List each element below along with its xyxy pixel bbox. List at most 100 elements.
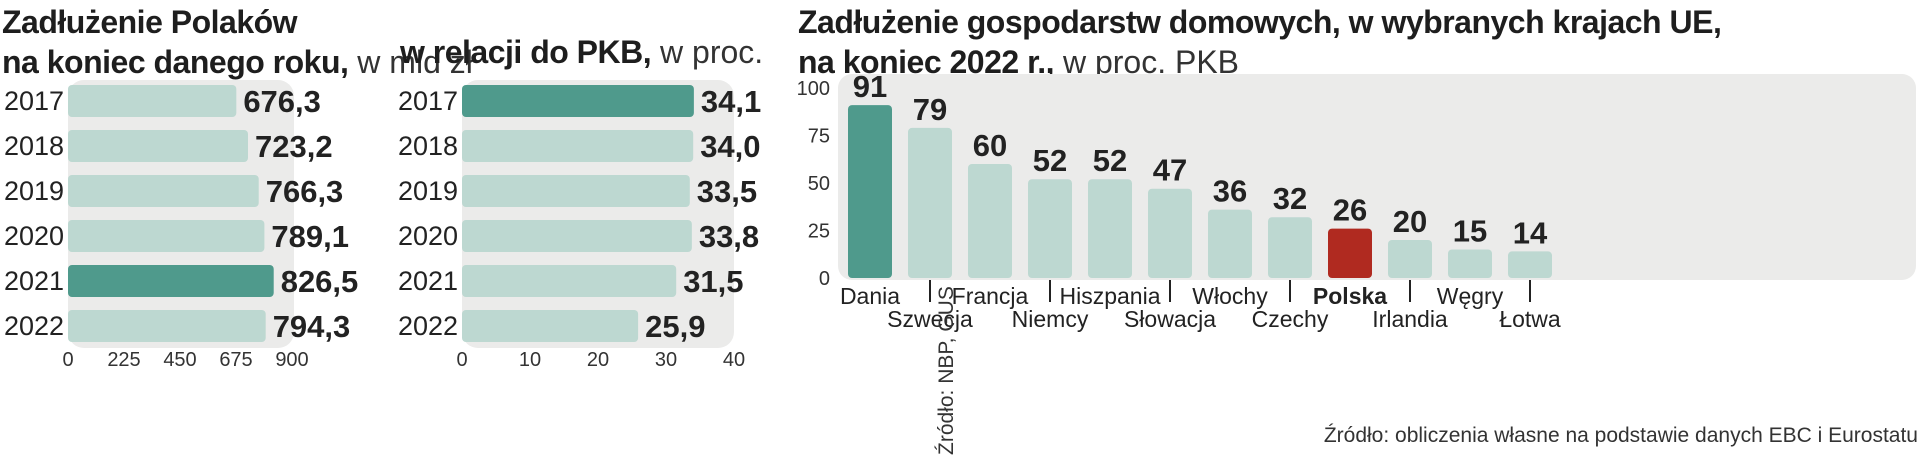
panel3-title-line1: Zadłużenie gospodarstw domowych, w wybra… xyxy=(798,4,1722,40)
bar-2017 xyxy=(68,85,237,117)
x-tick-0: 0 xyxy=(456,349,467,371)
bar-2020 xyxy=(462,220,692,252)
value-label-2019: 33,5 xyxy=(697,174,757,209)
value-label-2020: 789,1 xyxy=(271,219,349,254)
bar-Węgry xyxy=(1448,249,1492,278)
y-tick-0: 0 xyxy=(819,268,830,290)
bar-Szwecja xyxy=(908,127,952,279)
value-label-2019: 766,3 xyxy=(266,174,344,209)
y-tick-25: 25 xyxy=(808,221,830,243)
value-label-Łotwa: 14 xyxy=(1513,215,1548,250)
value-label-Irlandia: 20 xyxy=(1393,204,1427,239)
category-label-Irlandia: Irlandia xyxy=(1372,306,1448,332)
category-label-2019: 2019 xyxy=(4,176,64,206)
panel2-title-unit: w proc. xyxy=(651,34,764,70)
category-label-Czechy: Czechy xyxy=(1252,306,1329,332)
category-label-Dania: Dania xyxy=(840,283,900,309)
x-tick-20: 20 xyxy=(587,349,609,371)
value-label-Polska: 26 xyxy=(1333,193,1367,228)
bar-2018 xyxy=(68,130,248,162)
panel1-title-line1: Zadłużenie Polaków xyxy=(2,4,298,40)
value-label-2018: 34,0 xyxy=(700,129,760,164)
value-label-Włochy: 36 xyxy=(1213,174,1247,209)
category-label-2021: 2021 xyxy=(4,266,64,296)
panel2-title: w relacji do PKB, w proc. xyxy=(400,32,763,72)
category-label-2021: 2021 xyxy=(398,266,458,296)
bar-2017 xyxy=(462,85,694,117)
value-label-2022: 794,3 xyxy=(273,309,351,344)
chart-debt-gdp: 2017 34,1 2018 34,0 2019 33,5 2020 33,8 2021 31,5… xyxy=(398,80,761,371)
value-label-2022: 25,9 xyxy=(645,309,705,344)
source-nbp-gus: Źródło: NBP, GUS xyxy=(935,286,958,455)
category-label-2022: 2022 xyxy=(4,311,64,341)
value-label-Francja: 60 xyxy=(973,128,1007,163)
category-label-Łotwa: Łotwa xyxy=(1499,306,1561,332)
value-label-2021: 826,5 xyxy=(281,264,359,299)
value-label-Szwecja: 79 xyxy=(913,92,947,127)
value-label-Czechy: 32 xyxy=(1273,181,1307,216)
value-label-Hiszpania: 52 xyxy=(1093,143,1127,178)
category-label-2017: 2017 xyxy=(4,86,64,116)
panel1-title-unit: w mld zł xyxy=(348,44,473,80)
bar-2019 xyxy=(462,175,690,207)
bar-2022 xyxy=(68,310,266,342)
category-label-Francja: Francja xyxy=(952,283,1029,309)
bar-Czechy xyxy=(1268,217,1312,278)
category-label-Słowacja: Słowacja xyxy=(1124,306,1216,332)
bar-Łotwa xyxy=(1508,251,1552,278)
category-label-Niemcy: Niemcy xyxy=(1012,306,1089,332)
bar-Francja xyxy=(968,164,1012,278)
category-label-2022: 2022 xyxy=(398,311,458,341)
source-ebc-eurostat: Źródło: obliczenia własne na podstawie d… xyxy=(1323,424,1918,447)
y-tick-50: 50 xyxy=(808,173,830,195)
category-label-2020: 2020 xyxy=(398,221,458,251)
bar-2022 xyxy=(462,310,639,342)
x-tick-30: 30 xyxy=(655,349,677,371)
y-tick-100: 100 xyxy=(797,78,830,100)
category-label-Hiszpania: Hiszpania xyxy=(1060,283,1161,309)
category-label-Włochy: Włochy xyxy=(1192,283,1268,309)
panel2-title-bold: w relacji do PKB, xyxy=(400,34,652,70)
chart-debt-bln: 2017 676,3 2018 723,2 2019 766,3 2020 789,1 2021… xyxy=(4,80,359,371)
panel1-title-line2: na koniec danego roku, xyxy=(2,44,349,80)
y-tick-75: 75 xyxy=(808,126,830,148)
x-tick-450: 450 xyxy=(163,349,196,371)
category-label-2020: 2020 xyxy=(4,221,64,251)
panel1-title: Zadłużenie Polaków na koniec danego roku… xyxy=(2,2,473,82)
category-label-2017: 2017 xyxy=(398,86,458,116)
bar-Hiszpania xyxy=(1088,179,1132,278)
value-label-2017: 34,1 xyxy=(701,84,761,119)
bar-Irlandia xyxy=(1388,240,1432,278)
bar-2019 xyxy=(68,175,259,207)
bar-Włochy xyxy=(1208,209,1252,278)
bar-2021 xyxy=(462,265,677,297)
value-label-Węgry: 15 xyxy=(1453,214,1487,249)
x-tick-0: 0 xyxy=(62,349,73,371)
bar-2020 xyxy=(68,220,265,252)
value-label-2021: 31,5 xyxy=(683,264,743,299)
category-label-Polska: Polska xyxy=(1313,283,1387,309)
bar-Niemcy xyxy=(1028,179,1072,278)
x-tick-10: 10 xyxy=(519,349,541,371)
category-label-Szwecja: Szwecja xyxy=(887,306,973,332)
category-label-2018: 2018 xyxy=(4,131,64,161)
category-label-Węgry: Węgry xyxy=(1437,283,1504,309)
x-tick-225: 225 xyxy=(107,349,140,371)
x-tick-675: 675 xyxy=(219,349,252,371)
category-label-2019: 2019 xyxy=(398,176,458,206)
value-label-2020: 33,8 xyxy=(699,219,759,254)
x-tick-40: 40 xyxy=(723,349,745,371)
value-label-Słowacja: 47 xyxy=(1153,153,1187,188)
category-label-2018: 2018 xyxy=(398,131,458,161)
bar-2021 xyxy=(68,265,274,297)
x-tick-900: 900 xyxy=(275,349,308,371)
value-label-Dania: 91 xyxy=(853,69,887,104)
value-label-2017: 676,3 xyxy=(243,84,321,119)
bar-Słowacja xyxy=(1148,188,1192,278)
value-label-Niemcy: 52 xyxy=(1033,143,1067,178)
bar-Polska xyxy=(1328,228,1372,278)
bar-Dania xyxy=(848,105,892,278)
bar-2018 xyxy=(462,130,694,162)
value-label-2018: 723,2 xyxy=(255,129,333,164)
